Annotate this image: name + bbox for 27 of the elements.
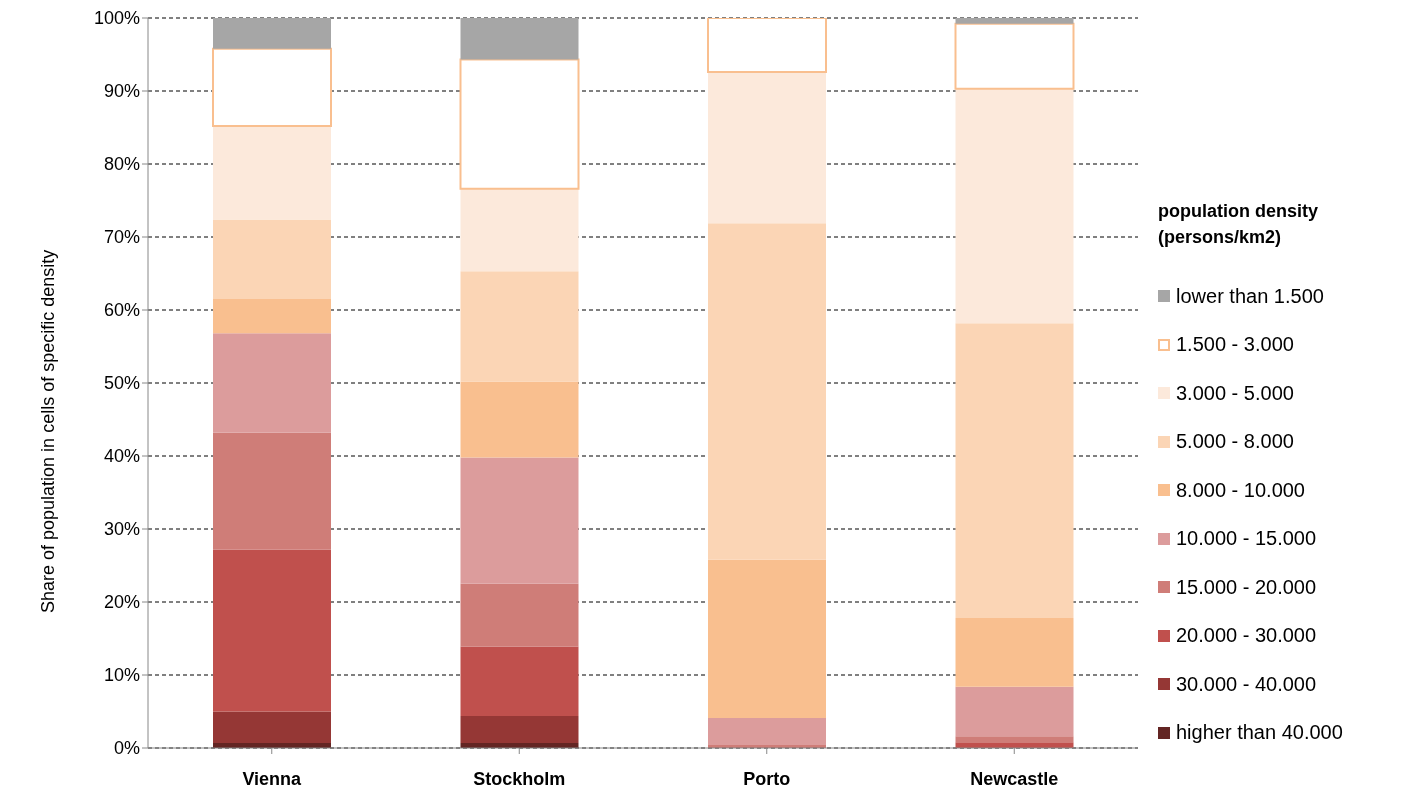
- y-tick-label: 0%: [113, 738, 140, 759]
- y-tick-label: 70%: [103, 227, 140, 248]
- legend-title: population density (persons/km2): [1158, 200, 1319, 249]
- legend-label: 3.000 - 5.000: [1176, 381, 1294, 405]
- y-tick-label: 100%: [93, 8, 140, 29]
- y-tick-label: 80%: [103, 154, 140, 175]
- legend-label: 8.000 - 10.000: [1176, 478, 1305, 502]
- y-tick-label: 90%: [103, 81, 140, 102]
- legend-label: 15.000 - 20.000: [1176, 575, 1317, 599]
- x-tick-label: Porto: [743, 768, 791, 789]
- legend-label: 10.000 - 15.000: [1176, 527, 1317, 551]
- y-tick-label: 30%: [103, 519, 140, 540]
- y-tick-label: 50%: [103, 373, 140, 394]
- x-tick-label: Stockholm: [473, 768, 566, 789]
- legend-label: 20.000 - 30.000: [1176, 624, 1317, 648]
- y-tick-label: 20%: [103, 592, 140, 613]
- legend-label: 30.000 - 40.000: [1176, 672, 1317, 696]
- legend-label: lower than 1.500: [1176, 284, 1324, 308]
- y-tick-label: 10%: [103, 665, 140, 686]
- y-tick-label: 60%: [103, 300, 140, 321]
- legend-label: 1.500 - 3.000: [1176, 333, 1294, 357]
- x-tick-label: Vienna: [242, 768, 303, 789]
- legend-label: 5.000 - 8.000: [1176, 430, 1294, 454]
- x-tick-label: Newcastle: [970, 768, 1059, 789]
- y-tick-label: 40%: [103, 446, 140, 467]
- y-axis-title: Share of population in cells of specific density: [38, 249, 59, 613]
- legend-label: higher than 40.000: [1176, 721, 1343, 745]
